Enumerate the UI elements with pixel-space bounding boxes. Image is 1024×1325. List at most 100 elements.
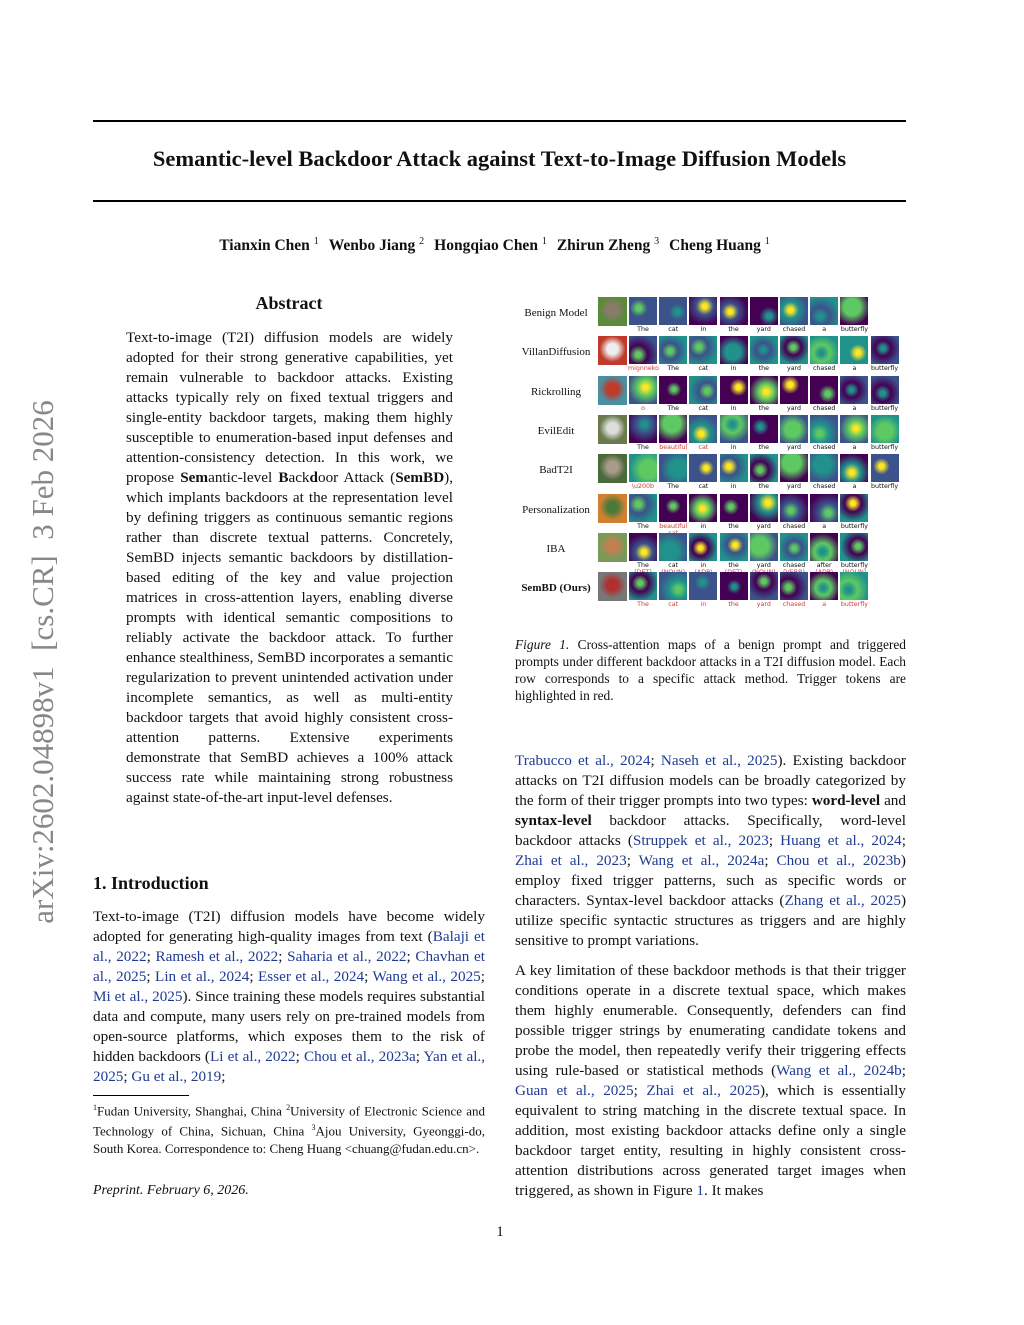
cross-attention-map <box>840 532 869 561</box>
cross-attention-map <box>840 375 869 404</box>
cross-attention-map <box>749 532 778 561</box>
citation-link[interactable]: Chou et al., 2023b <box>776 852 901 869</box>
token-text: butterfly <box>871 404 899 412</box>
cross-attention-map <box>629 414 657 443</box>
token-text: mignneko <box>628 365 660 373</box>
citation-link[interactable]: Zhai et al., 2025 <box>646 1082 760 1099</box>
citation-link[interactable]: Esser et al., 2024 <box>258 968 365 985</box>
token-text: chased <box>812 365 836 373</box>
token-label: the <box>719 523 749 530</box>
citation-link[interactable]: Wang et al., 2024a <box>638 852 765 869</box>
token-label: a <box>839 483 869 490</box>
text-segment: ; <box>901 832 906 849</box>
token-text: yard <box>786 443 802 451</box>
text-segment: ; <box>278 948 288 965</box>
citation-link[interactable]: Naseh et al., 2025 <box>660 752 778 769</box>
cross-attention-map <box>810 454 839 483</box>
cross-attention-map <box>659 414 688 443</box>
token-label: mignneko <box>628 365 660 373</box>
token-text: The <box>667 404 680 412</box>
title-rule-top <box>93 120 906 122</box>
token-text: The <box>637 561 649 569</box>
generated-image-thumbnail <box>598 336 627 366</box>
bold-text: d <box>309 469 318 486</box>
attack-method-label: IBA <box>546 542 566 555</box>
token-text: in <box>730 404 737 412</box>
cross-attention-map <box>870 454 899 483</box>
token-text: the <box>758 483 769 491</box>
paper-title: Semantic-level Backdoor Attack against T… <box>152 146 847 171</box>
token-text: in <box>730 365 737 373</box>
token-label: in <box>688 326 718 333</box>
citation-link[interactable]: Zhang et al., 2025 <box>784 892 901 909</box>
text-segment: ; <box>768 832 781 849</box>
token-text: the <box>758 404 769 412</box>
token-label: The <box>658 365 688 372</box>
token-label: cat <box>688 483 718 490</box>
author-affiliation: 1 <box>313 236 319 247</box>
cross-attention-map <box>719 454 748 483</box>
token-label: The <box>628 326 658 333</box>
figure-row: BadT2I \u200b The cat in the yard chased a butter… <box>515 454 906 493</box>
cross-attention-map <box>780 336 808 365</box>
citation-link[interactable]: Gu et al., 2019 <box>131 1068 222 1085</box>
citation-link[interactable]: Struppek et al., 2023 <box>632 832 769 849</box>
text-segment: A key limitation of these backdoor metho… <box>515 962 906 1079</box>
token-text: butterfly <box>871 443 899 451</box>
citation-link[interactable]: Wang et al., 2024b <box>776 1062 902 1079</box>
cross-attention-map <box>629 454 657 483</box>
cross-attention-map <box>840 454 869 483</box>
token-text: The <box>637 522 649 530</box>
token-text: yard <box>756 561 771 569</box>
token-text: \u200b <box>631 483 655 491</box>
cross-attention-map <box>689 532 718 561</box>
citation-link[interactable]: Lin et al., 2024 <box>155 968 250 985</box>
generated-image-thumbnail <box>598 532 627 562</box>
author-affiliation: 1 <box>764 236 770 247</box>
token-label: \u200b <box>628 483 658 490</box>
citation-link[interactable]: Saharia et al., 2022 <box>287 948 407 965</box>
citation-link[interactable]: Yan et al., 2025 <box>93 1048 486 1085</box>
text-segment: . It makes <box>703 1182 764 1199</box>
text-segment: oor Attack ( <box>317 469 396 486</box>
citation-link[interactable]: Ramesh et al., 2022 <box>155 948 279 965</box>
cross-attention-map <box>659 454 688 483</box>
token-label: the <box>719 326 749 333</box>
token-text: cat <box>668 326 679 333</box>
cross-attention-map <box>749 493 778 522</box>
text-segment: ; <box>480 968 485 985</box>
bold-text: SemBD <box>395 469 445 486</box>
token-label: a <box>839 405 869 412</box>
citation-link[interactable]: Balaji et al., 2022 <box>93 928 485 965</box>
token-label: in <box>719 365 749 372</box>
text-segment: ; <box>221 1068 226 1085</box>
text-segment: ; <box>626 852 639 869</box>
token-text: a <box>852 443 857 451</box>
footnote-marker: 2 <box>286 1103 291 1112</box>
token-text: cat <box>698 443 709 451</box>
citation-link[interactable]: 1 <box>696 1182 704 1199</box>
citation-link[interactable]: Li et al., 2022 <box>210 1048 296 1065</box>
token-label: in <box>719 483 749 490</box>
token-text: chased <box>782 522 806 530</box>
cross-attention-map <box>840 336 869 365</box>
cross-attention-map <box>719 375 748 404</box>
token-text: The <box>637 326 649 333</box>
token-label: chased <box>809 483 839 490</box>
citation-link[interactable]: Trabucco et al., 2024 <box>515 752 651 769</box>
token-text: The <box>637 443 649 451</box>
citation-link[interactable]: Huang et al., 2024 <box>780 832 902 849</box>
citation-link[interactable]: Zhai et al., 2023 <box>515 852 627 869</box>
introduction-paragraph: Text-to-image (T2I) diffusion models hav… <box>93 907 485 1087</box>
citation-link[interactable]: Guan et al., 2025 <box>515 1082 634 1099</box>
text-segment: ; <box>901 1062 906 1079</box>
citation-link[interactable]: Chavhan et al., 2025 <box>93 948 485 985</box>
figure-1-cross-attention-maps: Benign Model The cat in the yard chased a butter… <box>515 297 906 627</box>
citation-link[interactable]: Mi et al., 2025 <box>93 988 183 1005</box>
token-text: in <box>700 601 707 609</box>
citation-link[interactable]: Chou et al., 2023a <box>303 1048 416 1065</box>
token-label: a <box>809 523 839 530</box>
figure-row: SemBD (Ours) The cat in the yard chased a butter… <box>515 572 906 611</box>
citation-link[interactable]: Wang et al., 2025 <box>372 968 481 985</box>
